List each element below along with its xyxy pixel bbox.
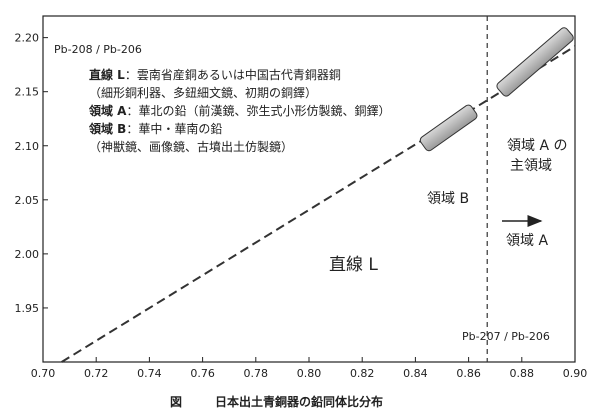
x-axis-ticks: 0.70 0.72 0.74 0.76 0.78 0.80 0.82 0.84 0.86 0.88… [31, 357, 588, 380]
y-tick-label: 2.00 [15, 248, 40, 261]
legend-text-4: ：華中・華南の鉛 [126, 121, 222, 136]
legend-key-4: 領域 B [88, 121, 126, 136]
region-b-label: 領域 B [427, 190, 469, 207]
legend-line-3: 領域 A：華北の鉛（前漢鏡、弥生式小形仿製鏡、銅鐸） [88, 103, 390, 118]
y-tick-label: 2.20 [15, 32, 40, 45]
region-a-main-label-1: 領域 A の [507, 137, 567, 154]
legend-key-3: 領域 A [88, 103, 127, 118]
region-a-main-marker [496, 27, 574, 97]
legend-line-1: 直線 L：雲南省産銅あるいは中国古代青銅器銅 [89, 67, 341, 82]
y-tick-label: 2.10 [15, 140, 40, 153]
y-tick-label: 1.95 [15, 302, 40, 315]
x-tick-label: 0.80 [297, 367, 322, 380]
x-axis-label: Pb-207 / Pb-206 [462, 330, 550, 343]
legend-text-1: ：雲南省産銅あるいは中国古代青銅器銅 [125, 67, 341, 82]
legend: 直線 L：雲南省産銅あるいは中国古代青銅器銅 （細形銅利器、多鈕細文鏡、初期の銅… [88, 67, 390, 154]
legend-text-3: ：華北の鉛（前漢鏡、弥生式小形仿製鏡、銅鐸） [126, 103, 390, 118]
x-tick-label: 0.82 [350, 367, 375, 380]
caption: 日本出土青銅器の鉛同体比分布 [215, 394, 383, 409]
y-axis-label: Pb-208 / Pb-206 [54, 43, 142, 56]
region-b-marker [419, 104, 478, 152]
line-l-label: 直線 L [329, 255, 378, 275]
legend-line-5: （神獣鏡、画像鏡、古墳出土仿製鏡） [89, 139, 293, 154]
x-tick-label: 0.90 [563, 367, 588, 380]
x-tick-label: 0.86 [456, 367, 481, 380]
y-axis-ticks: 2.20 2.15 2.10 2.05 2.00 1.95 [15, 32, 48, 315]
legend-line-4: 領域 B：華中・華南の鉛 [88, 121, 222, 136]
y-tick-label: 2.15 [15, 86, 40, 99]
x-tick-label: 0.78 [244, 367, 269, 380]
legend-key-1: 直線 L [89, 67, 125, 82]
caption-prefix: 図 [170, 395, 182, 409]
legend-line-2: （細形銅利器、多鈕細文鏡、初期の銅鐸） [89, 85, 317, 100]
line-l [61, 45, 576, 363]
region-a-main-label-2: 主領域 [510, 157, 552, 174]
region-a-arrow-label: 領域 A [506, 232, 548, 249]
x-tick-label: 0.76 [190, 367, 215, 380]
y-tick-label: 2.05 [15, 194, 40, 207]
x-tick-label: 0.84 [403, 367, 428, 380]
x-tick-label: 0.74 [137, 367, 162, 380]
x-tick-label: 0.70 [31, 367, 56, 380]
x-tick-label: 0.88 [510, 367, 535, 380]
x-tick-label: 0.72 [84, 367, 109, 380]
